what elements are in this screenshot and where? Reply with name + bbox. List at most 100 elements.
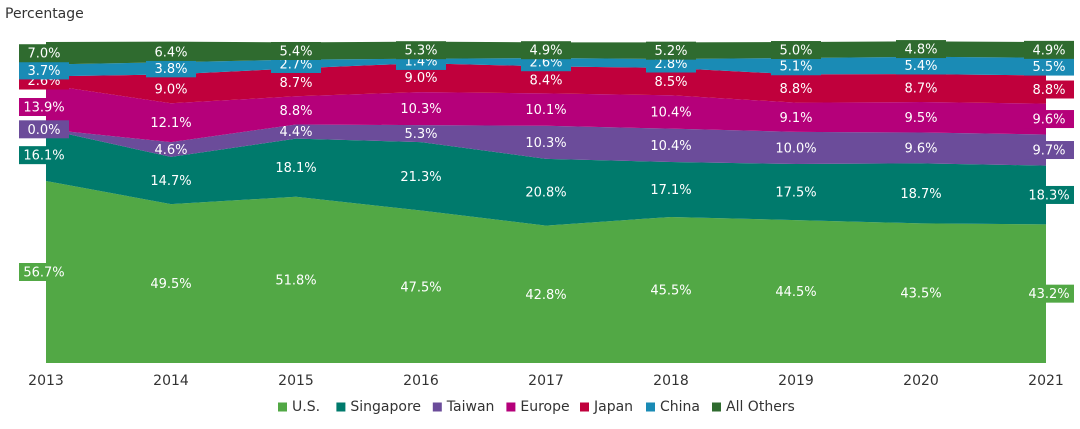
data-label-text: 8.7% — [904, 82, 937, 97]
data-label-taiwan-2015: 4.4% — [279, 125, 312, 140]
data-label-singapore-2018: 17.1% — [650, 183, 691, 198]
data-label-text: 5.3% — [404, 44, 437, 59]
data-label-japan-2015: 8.7% — [279, 76, 312, 91]
legend: U.S. Singapore Taiwan Europe Japan China All O… — [278, 399, 795, 415]
data-label-box — [771, 57, 821, 76]
area-europe — [46, 84, 1046, 143]
data-label-u-s-2020: 43.5% — [900, 287, 941, 302]
data-labels: 56.7% 49.5% 51.8% 47.5% 42.8% 45.5% 44.5% 43.5%… — [19, 40, 1074, 303]
data-label-china-2019: 5.1% — [771, 57, 821, 76]
legend-label: Taiwan — [446, 399, 495, 415]
data-label-text: 18.7% — [900, 187, 941, 202]
legend-swatch — [646, 402, 655, 412]
data-label-text: 20.8% — [525, 186, 566, 201]
data-label-singapore-2016: 21.3% — [400, 170, 441, 185]
data-label-box — [896, 56, 946, 75]
x-axis-ticks: 2013 2014 2015 2016 2017 2018 2019 2020 2021 — [28, 373, 1064, 389]
data-label-japan-2014: 9.0% — [154, 82, 187, 97]
data-label-europe-2013: 13.9% — [19, 98, 69, 116]
data-label-text: 5.0% — [779, 44, 812, 59]
data-label-box — [771, 41, 821, 60]
data-label-all-others-2014: 6.4% — [146, 42, 196, 61]
data-label-japan-2019: 8.8% — [779, 82, 812, 97]
legend-item-europe: Europe — [506, 399, 570, 415]
data-label-text: 9.7% — [1032, 144, 1065, 159]
data-label-europe-2015: 8.8% — [279, 104, 312, 119]
data-label-text: 2.8% — [654, 57, 687, 72]
data-label-europe-2016: 10.3% — [400, 102, 441, 117]
data-label-text: 5.1% — [779, 60, 812, 75]
legend-label: All Others — [726, 399, 795, 415]
data-label-text: 16.1% — [23, 149, 64, 164]
data-label-u-s-2013: 56.7% — [19, 263, 69, 281]
data-label-box — [146, 59, 196, 78]
data-label-box — [1024, 80, 1074, 99]
data-label-text: 17.5% — [775, 186, 816, 201]
data-label-taiwan-2019: 10.0% — [775, 141, 816, 156]
data-label-text: 10.4% — [650, 139, 691, 154]
data-label-text: 4.9% — [529, 44, 562, 59]
data-label-box — [19, 120, 69, 139]
data-label-text: 13.9% — [23, 101, 64, 116]
data-label-taiwan-2021: 9.7% — [1024, 141, 1074, 160]
data-label-text: 10.3% — [525, 136, 566, 151]
data-label-taiwan-2017: 10.3% — [525, 136, 566, 151]
data-label-text: 18.1% — [275, 161, 316, 176]
legend-label: China — [660, 399, 700, 415]
data-label-all-others-2021: 4.9% — [1024, 40, 1074, 59]
data-label-japan-2018: 8.5% — [654, 75, 687, 90]
data-label-singapore-2020: 18.7% — [900, 187, 941, 202]
data-label-box — [1024, 110, 1074, 129]
data-label-u-s-2017: 42.8% — [525, 288, 566, 303]
data-label-text: 18.3% — [1028, 188, 1069, 203]
data-label-text: 9.0% — [154, 82, 187, 97]
area-taiwan — [46, 124, 1046, 166]
legend-swatch — [580, 402, 589, 412]
x-tick-label: 2013 — [28, 373, 64, 389]
data-label-japan-2017: 8.4% — [529, 73, 562, 88]
data-label-all-others-2020: 4.8% — [896, 40, 946, 59]
data-label-japan-2021: 8.8% — [1024, 80, 1074, 99]
data-label-text: 4.4% — [279, 125, 312, 140]
x-tick-label: 2014 — [153, 373, 189, 389]
data-label-box — [271, 41, 321, 60]
legend-label: Singapore — [350, 399, 421, 415]
data-label-taiwan-2020: 9.6% — [904, 141, 937, 156]
data-label-text: 9.6% — [1032, 113, 1065, 128]
data-label-taiwan-2016: 5.3% — [404, 127, 437, 142]
area-singapore — [46, 129, 1046, 226]
area-layers — [46, 41, 1046, 363]
legend-item-taiwan: Taiwan — [432, 399, 495, 415]
legend-swatch — [712, 402, 721, 412]
data-label-text: 42.8% — [525, 288, 566, 303]
data-label-text: 51.8% — [275, 273, 316, 288]
data-label-text: 7.0% — [27, 47, 60, 62]
legend-swatch — [432, 402, 442, 412]
data-label-text: 47.5% — [400, 280, 441, 295]
data-label-all-others-2017: 4.9% — [521, 41, 571, 60]
data-label-text: 0.0% — [27, 123, 60, 138]
data-label-box — [1024, 185, 1074, 204]
data-label-europe-2018: 10.4% — [650, 105, 691, 120]
x-tick-label: 2015 — [278, 373, 314, 389]
legend-item-singapore: Singapore — [336, 399, 421, 415]
data-label-text: 9.5% — [904, 111, 937, 126]
data-label-text: 4.6% — [154, 143, 187, 158]
data-label-u-s-2019: 44.5% — [775, 285, 816, 300]
data-label-text: 12.1% — [150, 116, 191, 131]
data-label-text: 5.4% — [279, 44, 312, 59]
x-tick-label: 2016 — [403, 373, 439, 389]
data-label-singapore-2021: 18.3% — [1024, 185, 1074, 204]
data-label-u-s-2016: 47.5% — [400, 280, 441, 295]
data-label-singapore-2015: 18.1% — [275, 161, 316, 176]
legend-swatch — [278, 402, 287, 412]
data-label-all-others-2015: 5.4% — [271, 41, 321, 60]
data-label-singapore-2019: 17.5% — [775, 186, 816, 201]
data-label-europe-2021: 9.6% — [1024, 110, 1074, 129]
data-label-text: 9.0% — [404, 71, 437, 86]
data-label-taiwan-2014: 4.6% — [154, 143, 187, 158]
data-label-u-s-2014: 49.5% — [150, 277, 191, 292]
x-tick-label: 2019 — [778, 373, 814, 389]
data-label-text: 8.7% — [279, 76, 312, 91]
data-label-text: 56.7% — [23, 266, 64, 281]
